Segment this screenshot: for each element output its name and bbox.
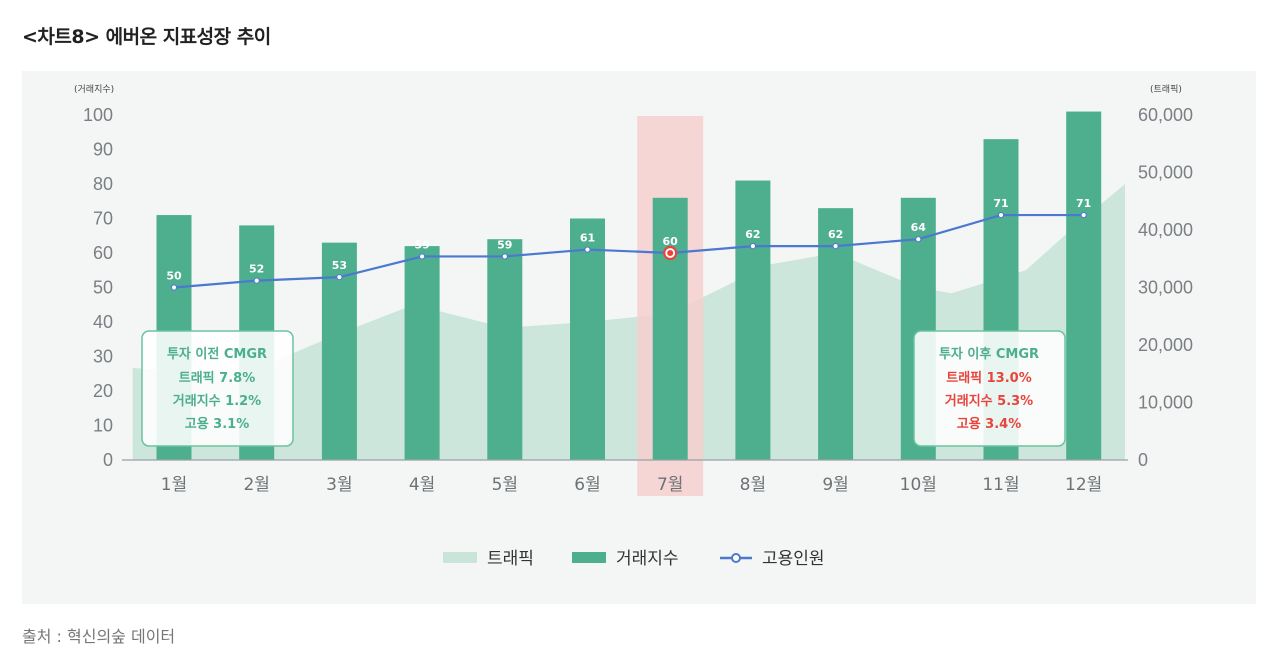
employment-data-label: 53 — [332, 259, 347, 272]
employment-marker — [915, 236, 922, 243]
right-tick-label: 20,000 — [1138, 335, 1193, 355]
right-tick-label: 50,000 — [1138, 163, 1193, 183]
left-tick-label: 40 — [93, 312, 113, 332]
employment-marker — [584, 246, 591, 253]
left-tick-label: 90 — [93, 140, 113, 160]
before-box-employ: 고용 3.1% — [185, 416, 250, 432]
left-axis-unit: (거래지수) — [74, 84, 114, 95]
employment-data-label: 62 — [828, 228, 843, 241]
employment-data-label: 64 — [911, 221, 927, 234]
employment-data-label: 52 — [249, 263, 264, 276]
before-box-title: 투자 이전 CMGR — [167, 346, 267, 362]
employment-data-label: 62 — [745, 228, 760, 241]
after-box-title: 투자 이후 CMGR — [939, 346, 1039, 362]
source-note: 출처 : 혁신의숲 데이터 — [22, 627, 176, 646]
right-tick-label: 30,000 — [1138, 278, 1193, 298]
left-tick-label: 80 — [93, 174, 113, 194]
after-box-traffic: 트래픽 13.0% — [946, 370, 1032, 386]
volume-bar — [818, 208, 854, 460]
employment-data-label: 71 — [993, 197, 1008, 210]
legend-employ: 고용인원 — [720, 549, 825, 569]
employment-marker — [501, 253, 508, 260]
right-tick-label: 60,000 — [1138, 105, 1193, 125]
volume-bar — [487, 239, 523, 460]
chart-title: <차트8> 에버온 지표성장 추이 — [22, 26, 271, 48]
employment-marker — [997, 211, 1005, 219]
traffic-area — [132, 184, 1126, 460]
employment-data-label: 50 — [166, 270, 182, 283]
legend-employ-label: 고용인원 — [762, 549, 825, 569]
employment-data-label: 61 — [580, 232, 595, 245]
left-tick-label: 0 — [103, 450, 113, 470]
x-tick-label: 6월 — [574, 475, 600, 495]
before-cmgr-box: 투자 이전 CMGR 트래픽 7.8% 거래지수 1.2% 고용 3.1% — [141, 330, 294, 447]
volume-bar — [1066, 111, 1102, 461]
employment-marker-highlight-core — [667, 250, 674, 256]
after-box-employ: 고용 3.4% — [957, 416, 1022, 432]
x-tick-label: 11월 — [982, 475, 1019, 495]
after-box-volume: 거래지수 5.3% — [945, 394, 1033, 409]
employment-data-label: 59 — [414, 238, 429, 251]
right-tick-label: 40,000 — [1138, 220, 1193, 240]
legend-traffic-swatch — [443, 552, 477, 563]
left-tick-label: 70 — [93, 209, 113, 229]
left-tick-label: 60 — [93, 243, 113, 263]
right-axis-unit: (트래픽) — [1150, 84, 1182, 95]
employment-marker — [170, 284, 178, 291]
left-tick-label: 50 — [93, 278, 113, 298]
x-tick-label: 12월 — [1065, 475, 1102, 495]
left-tick-label: 10 — [93, 416, 113, 436]
before-box-volume: 거래지수 1.2% — [173, 394, 261, 409]
x-tick-label: 9월 — [822, 475, 848, 495]
employment-data-label: 60 — [663, 235, 679, 248]
left-tick-label: 20 — [93, 381, 113, 401]
before-box-traffic: 트래픽 7.8% — [179, 370, 255, 386]
employment-marker — [253, 277, 260, 284]
x-tick-label: 7월 — [657, 475, 683, 495]
right-tick-label: 10,000 — [1138, 393, 1193, 413]
x-tick-label: 10월 — [900, 475, 937, 495]
legend-traffic: 트래픽 — [443, 549, 534, 569]
volume-bar — [652, 197, 688, 461]
employment-data-label: 71 — [1076, 197, 1091, 210]
employment-data-label: 59 — [497, 238, 512, 251]
right-tick-label: 0 — [1138, 450, 1148, 470]
x-tick-label: 1월 — [161, 475, 187, 495]
x-tick-label: 3월 — [326, 475, 352, 495]
volume-bar — [570, 218, 605, 460]
legend-volume-swatch — [572, 552, 606, 563]
legend-volume: 거래지수 — [572, 549, 679, 569]
x-tick-label: 2월 — [243, 475, 269, 495]
volume-bar — [404, 246, 440, 460]
legend-traffic-label: 트래픽 — [487, 549, 534, 569]
employment-marker — [1080, 211, 1087, 219]
employment-marker — [336, 274, 343, 281]
x-tick-label: 4월 — [409, 475, 435, 495]
x-tick-label: 8월 — [740, 475, 766, 495]
left-tick-label: 30 — [93, 347, 113, 367]
employment-marker — [749, 243, 757, 250]
employment-marker — [419, 253, 426, 260]
x-tick-label: 5월 — [492, 475, 518, 495]
employment-marker — [832, 243, 839, 250]
volume-bar — [735, 180, 771, 461]
after-cmgr-box: 투자 이후 CMGR 트래픽 13.0% 거래지수 5.3% 고용 3.4% — [913, 330, 1066, 447]
legend-volume-label: 거래지수 — [616, 549, 679, 569]
left-tick-label: 100 — [83, 105, 113, 125]
employment-line — [173, 213, 1084, 289]
legend-employ-marker — [731, 553, 741, 563]
